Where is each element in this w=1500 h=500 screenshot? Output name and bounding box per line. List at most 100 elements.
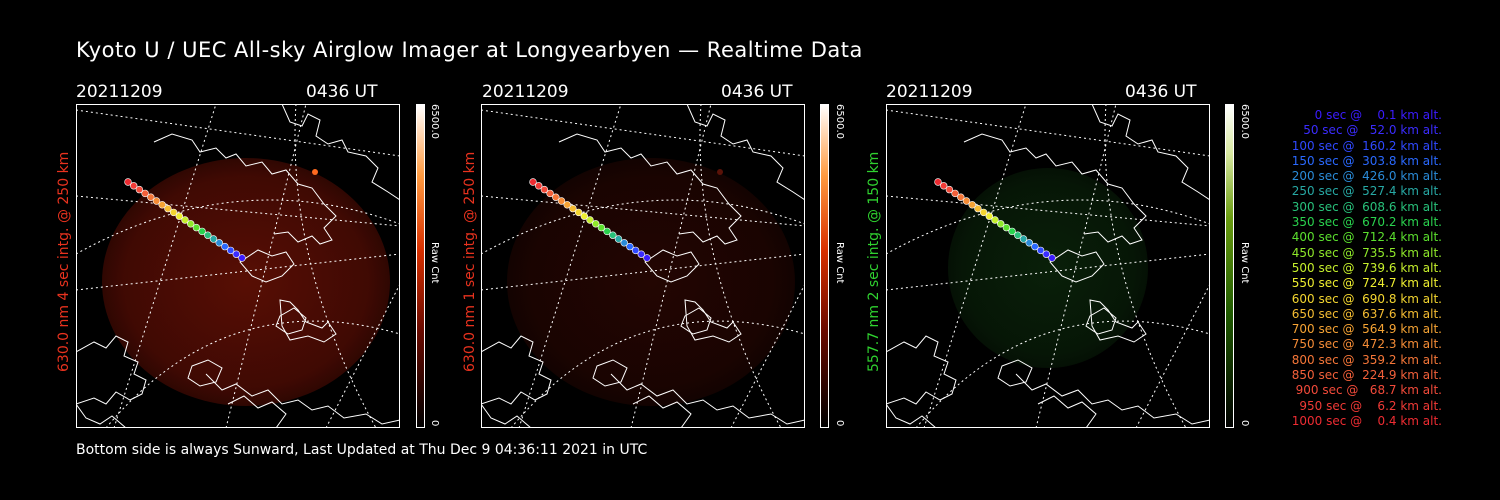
trajectory-point: [957, 193, 965, 201]
coastline: [239, 249, 295, 283]
panel-3-date: 20211209: [886, 82, 973, 102]
bright-spot: [717, 169, 723, 175]
panel-1-cb-min: 0: [429, 420, 440, 427]
legend-entry: 100 sec @ 160.2 km alt.: [1287, 138, 1442, 153]
trajectory-point: [226, 246, 235, 255]
trajectory-point: [1025, 239, 1033, 247]
legend-entry: 250 sec @ 527.4 km alt.: [1287, 184, 1442, 199]
legend-entry: 450 sec @ 735.5 km alt.: [1287, 245, 1442, 260]
coastline: [610, 373, 805, 425]
legend-entry: 650 sec @ 637.6 km alt.: [1287, 306, 1442, 321]
legend-entry: 350 sec @ 670.2 km alt.: [1287, 215, 1442, 230]
trajectory-point: [557, 197, 566, 205]
legend-entry: 500 sec @ 739.6 km alt.: [1287, 260, 1442, 275]
legend-entry: 300 sec @ 608.6 km alt.: [1287, 199, 1442, 214]
panel-3-colorbar: [1225, 104, 1234, 428]
trajectory-point: [164, 204, 172, 213]
trajectory-point: [643, 254, 651, 262]
trajectory-point: [209, 235, 218, 243]
legend-entry: 750 sec @ 472.3 km alt.: [1287, 337, 1442, 352]
grid-line: [76, 195, 400, 227]
trajectory-point: [979, 208, 988, 217]
legend-entry: 700 sec @ 564.9 km alt.: [1287, 322, 1442, 337]
legend-entry: 200 sec @ 426.0 km alt.: [1287, 169, 1442, 184]
trajectory-point: [1014, 231, 1022, 239]
legend-entry: 50 sec @ 52.0 km alt.: [1295, 123, 1442, 138]
trajectory-point: [945, 185, 954, 194]
trajectory-point: [1048, 254, 1056, 262]
coastline: [76, 335, 147, 405]
trajectory-point: [198, 227, 206, 236]
coastline: [1037, 395, 1097, 428]
coastline: [481, 403, 532, 428]
panel-2-ylabel: 630.0 nm 1 sec intg. @ 250 km: [462, 151, 478, 372]
trajectory-point: [591, 220, 600, 228]
coastline: [1091, 104, 1210, 201]
legend-entry: 1000 sec @ 0.4 km alt.: [1291, 413, 1442, 428]
trajectory-point: [186, 220, 195, 228]
trajectory-point: [204, 231, 212, 239]
coastline: [275, 307, 307, 335]
image-frame: [76, 104, 400, 428]
legend-entry: 400 sec @ 712.4 km alt.: [1287, 230, 1442, 245]
trajectory-point: [637, 250, 646, 258]
coastline: [481, 335, 552, 405]
coastline: [592, 359, 628, 387]
panel-3-ylabel: 557.7 nm 2 sec intg. @ 150 km: [866, 151, 882, 372]
trajectory-point: [124, 178, 132, 186]
panel-3-cb-unit: Raw Cnt: [1239, 242, 1250, 284]
coastline: [963, 133, 1147, 245]
allsky-disk: [948, 168, 1148, 368]
trajectory-point: [991, 216, 999, 224]
legend-entry: 850 sec @ 224.9 km alt.: [1287, 368, 1442, 383]
coastline: [227, 395, 287, 428]
trajectory-point: [934, 178, 942, 186]
grid-line: [923, 104, 1027, 428]
legend-entry: 950 sec @ 6.2 km alt.: [1295, 398, 1442, 413]
coastline: [886, 403, 937, 428]
grid-line: [1035, 104, 1117, 428]
trajectory-point: [529, 178, 537, 186]
coastline: [680, 307, 712, 335]
coastline: [1085, 307, 1117, 335]
coastline: [686, 104, 805, 201]
panel-2-image: [481, 104, 805, 428]
panel-3-time: 0436 UT: [1125, 82, 1197, 102]
coastline: [1089, 299, 1147, 343]
coastline: [558, 133, 742, 245]
trajectory-point: [620, 239, 628, 247]
legend-entry: 550 sec @ 724.7 km alt.: [1287, 276, 1442, 291]
panel-1-ylabel: 630.0 nm 4 sec intg. @ 250 km: [56, 151, 72, 372]
trajectory-point: [626, 242, 634, 251]
grid-line: [113, 104, 217, 428]
trajectory-point: [609, 231, 617, 239]
trajectory-point: [534, 182, 543, 190]
grid-line: [76, 253, 400, 291]
legend-entry: 0 sec @ 0.1 km alt.: [1303, 108, 1442, 122]
coastline: [187, 359, 223, 387]
trajectory-point: [546, 189, 554, 198]
grid-line: [730, 283, 805, 428]
coastline: [279, 299, 337, 343]
trajectory-point: [540, 185, 549, 194]
panel-1-image: [76, 104, 400, 428]
trajectory-point: [158, 201, 166, 209]
trajectory-point: [580, 212, 589, 220]
panel-3-cb-min: 0: [1239, 420, 1250, 427]
panel-1-time: 0436 UT: [306, 82, 378, 102]
bright-spot: [312, 169, 318, 175]
panel-1-date: 20211209: [76, 82, 163, 102]
trajectory-point: [169, 208, 178, 217]
trajectory-point: [597, 223, 606, 232]
trajectory-point: [951, 189, 959, 198]
trajectory-point: [1002, 223, 1011, 232]
trajectory-point: [574, 208, 583, 217]
coastline: [153, 133, 337, 245]
panel-2-cb-max: 6500.0: [834, 104, 845, 139]
trajectory-point: [181, 216, 189, 224]
trajectory-point: [1036, 246, 1045, 255]
coastline: [1049, 249, 1105, 283]
trajectory-point: [175, 212, 184, 220]
legend-entry: 150 sec @ 303.8 km alt.: [1287, 153, 1442, 168]
trajectory-point: [238, 254, 246, 262]
